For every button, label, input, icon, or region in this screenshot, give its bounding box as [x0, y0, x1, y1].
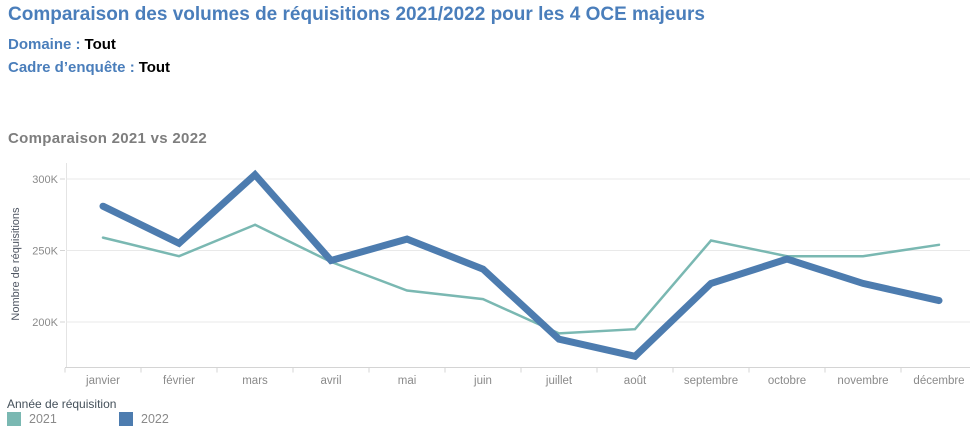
y-tick-label: 200K — [32, 317, 58, 329]
x-tick-label: juillet — [545, 375, 573, 387]
chart-title: Comparaison 2021 vs 2022 — [8, 130, 207, 147]
x-tick-label: mars — [242, 375, 268, 387]
x-tick-label: juin — [473, 375, 492, 387]
y-axis-title: Nombre de réquisitions — [10, 207, 22, 321]
series-line-2022[interactable] — [99, 169, 943, 361]
filter-domaine-value[interactable]: Tout — [84, 36, 116, 53]
filter-cadre-enquete: Cadre d’enquête : Tout — [8, 59, 170, 76]
legend-title: Année de réquisition — [7, 397, 117, 411]
y-tick-label: 300K — [32, 174, 58, 186]
legend-item-2022[interactable]: 2022 — [119, 412, 169, 426]
legend-item-2021[interactable]: 2021 — [7, 412, 57, 426]
legend-item-label: 2022 — [141, 412, 169, 426]
x-tick-label: octobre — [768, 375, 806, 387]
filter-cadre-enquete-value[interactable]: Tout — [138, 59, 171, 76]
legend-item-label: 2021 — [29, 412, 57, 426]
x-tick-label: septembre — [684, 375, 738, 387]
filter-cadre-enquete-label: Cadre d’enquête : — [8, 59, 135, 76]
series-line-2021[interactable] — [101, 223, 941, 335]
page-title: Comparaison des volumes de réquisitions … — [8, 4, 705, 25]
x-tick-label: janvier — [85, 375, 120, 387]
x-tick-label: avril — [320, 375, 341, 387]
line-chart[interactable]: 300K 250K 200K janvier février mars avril mai ju… — [0, 150, 970, 390]
x-tick-label: décembre — [913, 375, 964, 387]
x-tick-label: mai — [398, 375, 417, 387]
legend-swatch-2021[interactable] — [7, 412, 21, 426]
filter-domaine-label: Domaine : — [8, 36, 81, 53]
x-tick-label: février — [163, 375, 195, 387]
x-tick-label: août — [624, 375, 647, 387]
x-tick-label: novembre — [837, 375, 888, 387]
filter-domaine: Domaine : Tout — [8, 36, 116, 53]
legend-swatch-2022[interactable] — [119, 412, 133, 426]
y-tick-label: 250K — [32, 246, 58, 258]
